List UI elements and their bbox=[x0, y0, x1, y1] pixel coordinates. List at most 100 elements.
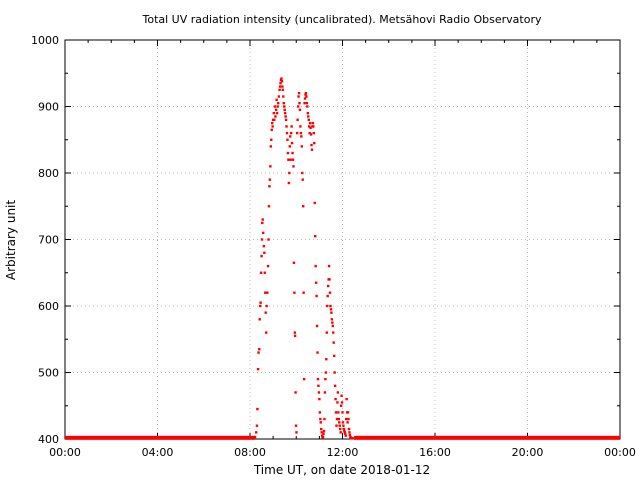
data-point bbox=[263, 271, 266, 274]
data-point bbox=[342, 427, 346, 431]
data-point bbox=[320, 431, 323, 434]
data-point bbox=[297, 95, 300, 98]
data-point bbox=[257, 351, 260, 354]
data-point bbox=[259, 301, 262, 304]
data-point bbox=[324, 377, 327, 381]
data-point bbox=[335, 424, 338, 427]
data-point bbox=[315, 324, 319, 328]
data-point bbox=[330, 311, 333, 314]
data-point bbox=[309, 133, 313, 136]
data-point bbox=[293, 291, 296, 294]
data-point bbox=[326, 294, 329, 298]
chart-title: Total UV radiation intensity (uncalibrat… bbox=[142, 13, 542, 26]
data-point bbox=[306, 111, 310, 115]
data-point bbox=[313, 201, 316, 205]
data-point bbox=[327, 264, 331, 268]
data-point bbox=[290, 125, 293, 128]
data-point bbox=[311, 121, 315, 125]
data-point bbox=[280, 77, 283, 80]
data-point bbox=[291, 151, 294, 155]
data-point bbox=[334, 411, 338, 414]
data-point bbox=[271, 121, 274, 125]
data-point bbox=[342, 424, 345, 427]
data-point bbox=[341, 421, 345, 424]
data-point bbox=[287, 181, 291, 185]
data-point bbox=[333, 371, 336, 374]
data-point bbox=[274, 108, 278, 112]
data-point bbox=[343, 429, 346, 433]
data-point bbox=[278, 88, 281, 92]
data-point bbox=[321, 435, 325, 439]
data-point bbox=[266, 264, 270, 268]
data-point bbox=[277, 95, 281, 98]
data-point bbox=[307, 118, 310, 121]
y-tick-label: 1000 bbox=[31, 34, 59, 47]
data-point bbox=[317, 391, 321, 394]
x-tick-label: 00:00 bbox=[49, 446, 81, 459]
data-point bbox=[283, 111, 287, 115]
x-tick-label: 16:00 bbox=[419, 446, 451, 459]
data-point bbox=[302, 291, 305, 294]
data-point bbox=[295, 131, 299, 135]
data-point bbox=[264, 311, 267, 314]
data-point bbox=[320, 434, 324, 437]
data-point bbox=[320, 427, 323, 431]
data-point bbox=[345, 397, 348, 401]
data-point bbox=[308, 121, 312, 125]
data-point bbox=[275, 98, 278, 102]
data-point bbox=[260, 254, 263, 258]
data-point bbox=[261, 231, 265, 235]
data-point bbox=[289, 135, 292, 138]
y-tick-label: 700 bbox=[38, 234, 59, 247]
data-point bbox=[318, 411, 322, 414]
data-point bbox=[256, 367, 260, 371]
data-point bbox=[329, 308, 333, 311]
data-point bbox=[265, 304, 268, 308]
y-tick-label: 500 bbox=[38, 367, 59, 380]
data-point bbox=[292, 165, 295, 168]
data-point bbox=[261, 218, 264, 221]
data-point bbox=[264, 291, 267, 294]
data-point bbox=[339, 404, 343, 407]
data-point bbox=[310, 148, 314, 151]
data-point bbox=[304, 93, 307, 96]
data-point bbox=[322, 432, 325, 435]
data-point bbox=[278, 85, 282, 88]
data-point bbox=[262, 244, 266, 248]
baseline-point-run bbox=[65, 435, 255, 440]
data-point bbox=[279, 78, 283, 82]
data-point bbox=[277, 101, 280, 105]
data-point bbox=[305, 95, 308, 98]
data-point bbox=[314, 264, 317, 268]
x-tick-label: 08:00 bbox=[234, 446, 266, 459]
data-point bbox=[300, 135, 303, 138]
data-point bbox=[301, 205, 305, 208]
data-point bbox=[312, 131, 316, 135]
data-point bbox=[299, 131, 303, 135]
data-point bbox=[330, 318, 334, 321]
data-point bbox=[306, 105, 309, 108]
data-point bbox=[267, 238, 270, 241]
data-point bbox=[258, 348, 261, 351]
data-point bbox=[263, 251, 266, 254]
data-point bbox=[346, 411, 350, 414]
data-point bbox=[253, 435, 257, 439]
data-point bbox=[316, 377, 320, 381]
data-point bbox=[317, 384, 320, 387]
data-point bbox=[302, 377, 306, 381]
x-tick-label: 20:00 bbox=[512, 446, 544, 459]
data-point bbox=[344, 432, 347, 435]
baseline-point-run bbox=[354, 435, 620, 440]
data-point bbox=[308, 125, 311, 128]
data-point bbox=[261, 221, 264, 225]
data-point bbox=[336, 401, 339, 404]
data-point bbox=[348, 431, 351, 434]
data-point bbox=[338, 427, 342, 431]
data-point bbox=[348, 433, 352, 437]
data-point bbox=[325, 358, 328, 361]
data-point bbox=[269, 145, 273, 148]
data-point bbox=[279, 82, 282, 85]
data-point bbox=[291, 158, 295, 161]
data-point bbox=[294, 391, 297, 394]
data-point bbox=[285, 131, 289, 135]
